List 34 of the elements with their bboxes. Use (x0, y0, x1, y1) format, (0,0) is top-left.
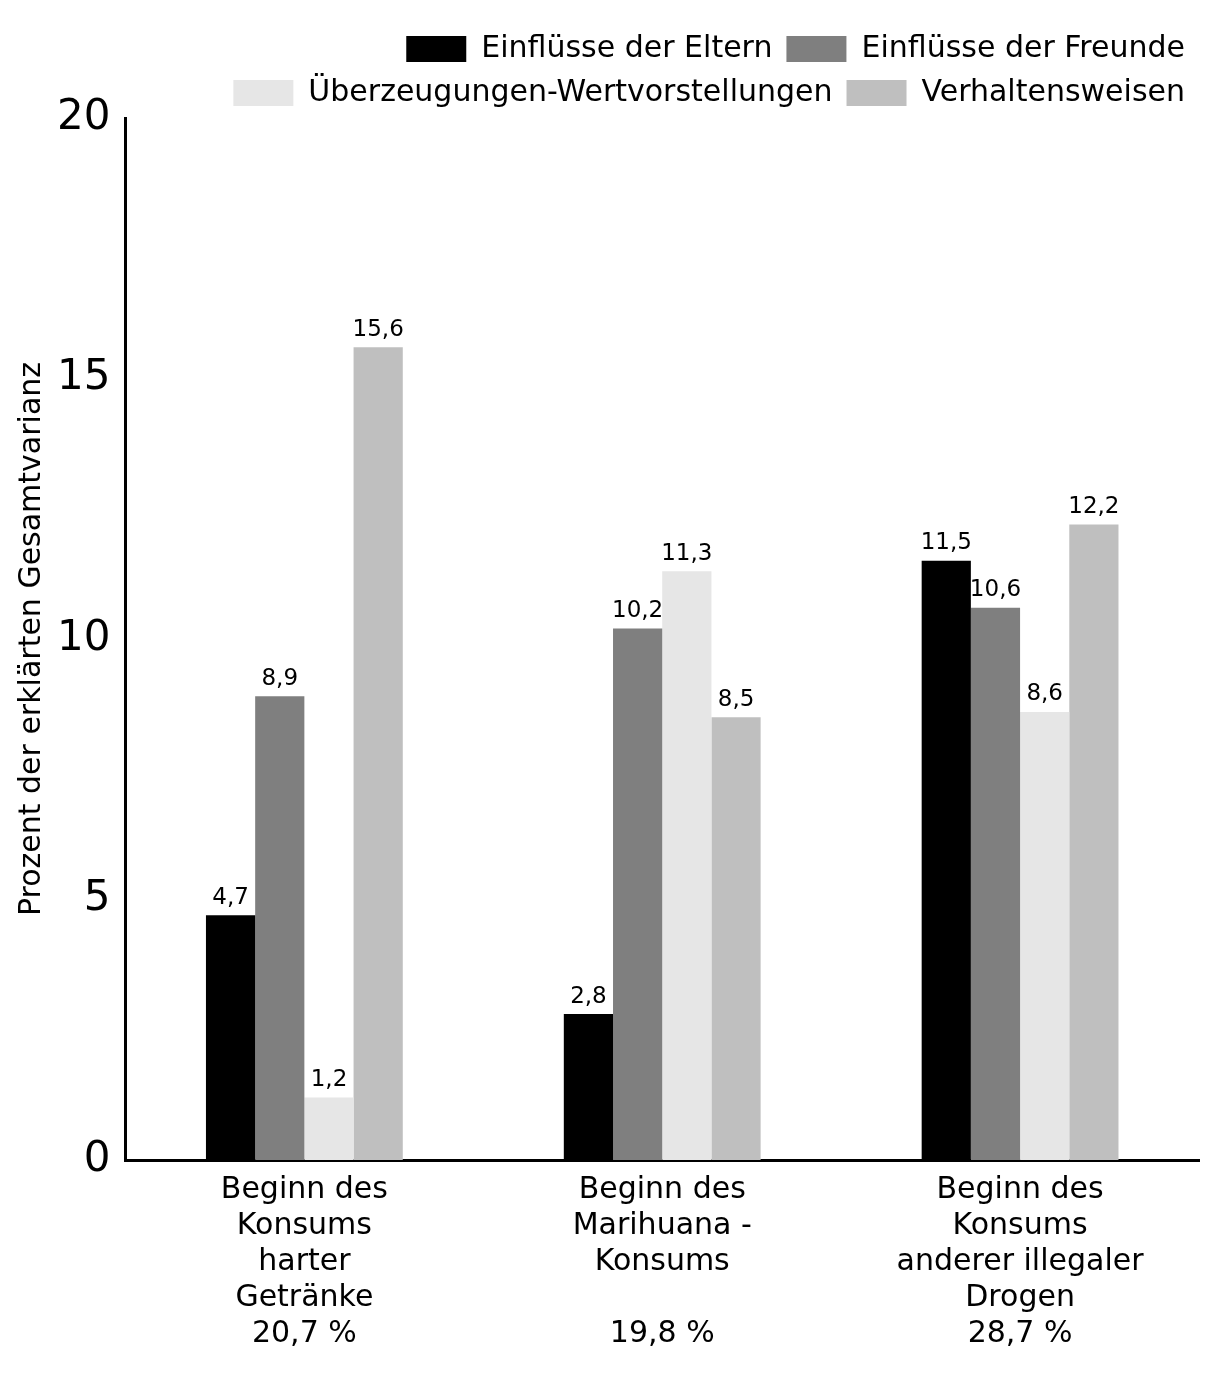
legend-label: Einflüsse der Freunde (861, 28, 1186, 64)
data-label: 2,8 (570, 981, 607, 1008)
data-label: 1,2 (310, 1064, 348, 1091)
data-label: 11,5 (920, 528, 972, 555)
legend-label: Verhaltensweisen (921, 72, 1185, 108)
bar (613, 628, 663, 1160)
x-tick-label: Beginn des Konsums harter Getränke 20,7 % (220, 1169, 388, 1349)
data-label: 8,5 (717, 684, 755, 711)
y-tick-label: 15 (56, 350, 111, 400)
data-label: 15,6 (352, 314, 404, 341)
legend-label: Einflüsse der Eltern (481, 28, 773, 64)
data-label: 10,6 (969, 575, 1022, 602)
bar (1020, 711, 1070, 1160)
legend-label: Überzeugungen-Wertvorstellungen (308, 72, 833, 108)
category-label: Beginn des Marihuana - Konsums 19,8 % (572, 1169, 752, 1349)
y-axis-title: Prozent der erklärten Gesamtvarianz (11, 361, 47, 917)
data-label: 8,9 (261, 663, 299, 690)
data-label: 12,2 (1068, 491, 1120, 518)
data-label: 11,3 (661, 538, 713, 565)
data-label: 4,7 (212, 882, 249, 909)
data-label: 10,2 (612, 596, 664, 623)
data-label: 8,6 (1026, 679, 1063, 706)
bar (353, 347, 403, 1160)
y-tick-label: 0 (83, 1131, 111, 1181)
bar (304, 1097, 354, 1160)
bar (662, 571, 712, 1160)
y-tick-label: 5 (83, 871, 111, 921)
y-tick-label: 10 (56, 610, 111, 660)
bar (1069, 524, 1119, 1160)
y-tick-label: 20 (56, 89, 111, 139)
bar (970, 607, 1021, 1160)
bar (255, 696, 305, 1160)
bar (711, 717, 761, 1160)
x-tick-label: Beginn des Konsums anderer illegaler Drogen 28,7 % (896, 1169, 1145, 1349)
